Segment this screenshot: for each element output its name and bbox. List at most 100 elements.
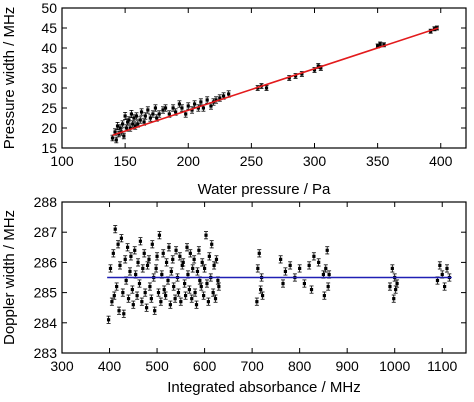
data-point bbox=[147, 257, 151, 261]
data-point bbox=[392, 297, 396, 301]
y-tick-label: 50 bbox=[41, 0, 57, 16]
data-point bbox=[130, 287, 134, 292]
y-axis-title: Doppler width / MHz bbox=[1, 210, 18, 345]
data-point bbox=[256, 266, 260, 271]
data-point bbox=[115, 124, 120, 128]
data-point bbox=[212, 263, 216, 268]
data-point bbox=[213, 297, 218, 301]
data-point bbox=[378, 42, 382, 46]
data-point bbox=[118, 126, 122, 130]
data-point bbox=[394, 287, 398, 292]
data-point bbox=[164, 294, 168, 298]
data-point bbox=[106, 318, 111, 322]
plot-frame bbox=[61, 7, 467, 149]
data-point bbox=[134, 114, 139, 118]
fit-line bbox=[112, 27, 439, 136]
y-tick-label: 283 bbox=[34, 345, 58, 361]
data-point bbox=[187, 287, 191, 292]
data-point bbox=[136, 260, 140, 264]
data-point bbox=[192, 257, 196, 261]
data-point bbox=[435, 278, 440, 283]
data-point bbox=[131, 303, 135, 307]
data-point bbox=[124, 126, 128, 130]
data-point bbox=[143, 291, 147, 295]
y-tick-label: 285 bbox=[34, 285, 58, 301]
data-point bbox=[200, 260, 204, 264]
data-point bbox=[141, 266, 145, 271]
y-tick-label: 40 bbox=[41, 40, 57, 56]
data-point bbox=[222, 94, 226, 98]
data-point bbox=[194, 303, 199, 307]
data-point bbox=[174, 110, 178, 114]
data-point bbox=[122, 312, 126, 316]
data-point bbox=[124, 278, 128, 283]
data-point bbox=[214, 257, 219, 261]
data-point bbox=[205, 98, 209, 102]
data-point bbox=[190, 297, 194, 301]
data-point bbox=[134, 272, 138, 277]
data-point bbox=[131, 122, 135, 126]
data-point bbox=[167, 245, 171, 249]
data-point bbox=[148, 284, 152, 289]
data-point bbox=[145, 306, 149, 310]
data-point bbox=[204, 233, 208, 237]
x-axis-title: Integrated absorbance / MHz bbox=[167, 379, 360, 396]
data-point bbox=[322, 294, 326, 298]
data-point bbox=[287, 76, 291, 80]
x-tick-label: 150 bbox=[113, 153, 137, 169]
x-tick-label: 250 bbox=[240, 153, 264, 169]
data-point bbox=[264, 86, 269, 90]
data-point bbox=[211, 291, 215, 295]
data-point bbox=[113, 130, 117, 134]
data-point bbox=[157, 233, 162, 237]
data-point bbox=[138, 239, 143, 243]
data-point bbox=[156, 291, 161, 295]
data-point bbox=[110, 300, 114, 304]
data-point bbox=[126, 120, 130, 124]
data-point bbox=[161, 108, 165, 112]
data-point bbox=[117, 132, 121, 136]
y-tick-label: 284 bbox=[34, 315, 58, 331]
data-point bbox=[122, 134, 126, 138]
data-point bbox=[178, 254, 182, 258]
data-point bbox=[395, 281, 399, 286]
x-tick-label: 700 bbox=[240, 358, 264, 374]
data-point bbox=[157, 112, 161, 116]
data-point bbox=[171, 106, 175, 110]
data-point bbox=[186, 104, 190, 108]
data-point bbox=[129, 254, 133, 258]
data-point bbox=[180, 263, 184, 268]
x-tick-label: 400 bbox=[429, 153, 453, 169]
data-point bbox=[198, 278, 202, 283]
data-point bbox=[183, 294, 188, 298]
data-point bbox=[121, 291, 125, 295]
data-point bbox=[257, 251, 261, 255]
data-point bbox=[190, 108, 194, 112]
data-point bbox=[283, 269, 287, 274]
data-point bbox=[293, 74, 298, 78]
data-point bbox=[162, 287, 166, 292]
data-point bbox=[316, 64, 320, 68]
data-point bbox=[139, 110, 144, 114]
data-point bbox=[171, 257, 175, 261]
data-point bbox=[307, 263, 311, 268]
data-point bbox=[445, 266, 449, 271]
data-point bbox=[169, 269, 173, 274]
data-point bbox=[279, 257, 283, 261]
data-point bbox=[438, 263, 442, 268]
data-point bbox=[202, 266, 207, 271]
data-point bbox=[201, 106, 205, 110]
data-point bbox=[142, 251, 146, 255]
y-tick-label: 15 bbox=[41, 140, 57, 156]
data-point bbox=[227, 92, 231, 96]
x-tick-label: 1000 bbox=[379, 358, 410, 374]
x-tick-label: 600 bbox=[193, 358, 217, 374]
data-point bbox=[138, 118, 142, 122]
data-point bbox=[163, 106, 168, 110]
data-point bbox=[319, 66, 323, 70]
data-point bbox=[210, 242, 214, 246]
data-point bbox=[199, 284, 203, 289]
data-point bbox=[440, 272, 444, 277]
data-point bbox=[153, 309, 157, 313]
